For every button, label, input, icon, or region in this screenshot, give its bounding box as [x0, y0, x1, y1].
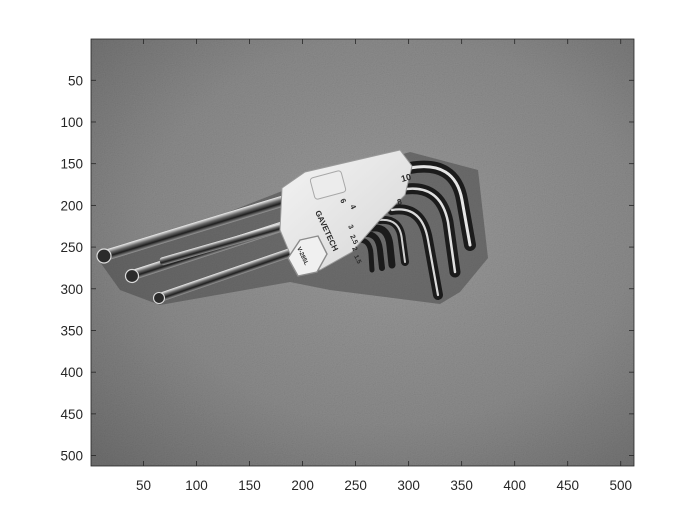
- y-tick-label: 50: [68, 73, 83, 88]
- size-label-6: 6: [338, 197, 348, 205]
- size-label-4: 4: [348, 203, 358, 211]
- size-label-8: 8: [396, 197, 403, 207]
- y-tick-label: 200: [60, 198, 83, 213]
- x-tick-label: 400: [503, 478, 526, 493]
- hex-key-short-arms: [355, 160, 476, 300]
- axes-box: [90, 38, 635, 467]
- size-label-3: 3: [346, 224, 354, 231]
- x-tick-label: 250: [344, 478, 367, 493]
- x-tick-label: 200: [291, 478, 314, 493]
- x-tick-label: 100: [185, 478, 208, 493]
- y-tick-label: 100: [60, 115, 83, 130]
- y-tick-label: 150: [60, 157, 83, 172]
- x-axis: 50 100 150 200 250 300 350 400 450 500: [136, 39, 632, 493]
- key-holder: [279, 149, 413, 277]
- y-tick-label: 300: [60, 282, 83, 297]
- x-tick-label: 450: [556, 478, 579, 493]
- x-tick-label: 50: [136, 478, 151, 493]
- photo-image: 10 8 GAVETECH V-285L 6 4 3 2.5 2 1.5: [91, 39, 634, 466]
- y-tick-label: 500: [60, 449, 83, 464]
- x-tick-label: 150: [238, 478, 261, 493]
- y-tick-label: 450: [60, 407, 83, 422]
- x-tick-label: 350: [450, 478, 473, 493]
- hex-key-long-arms: [96, 192, 297, 305]
- size-label-2-5: 2.5: [348, 234, 359, 246]
- x-tick-label: 300: [397, 478, 420, 493]
- x-tick-label: 500: [609, 478, 632, 493]
- size-label-10: 10: [400, 172, 412, 184]
- y-axis: 50 100 150 200 250 300 350 400 450 500: [60, 73, 634, 464]
- y-tick-label: 400: [60, 365, 83, 380]
- size-label-1-5: 1.5: [352, 254, 362, 265]
- y-tick-label: 350: [60, 323, 83, 338]
- hex-nut-cap: [287, 235, 328, 277]
- y-tick-label: 250: [60, 240, 83, 255]
- size-label-2: 2: [350, 246, 358, 253]
